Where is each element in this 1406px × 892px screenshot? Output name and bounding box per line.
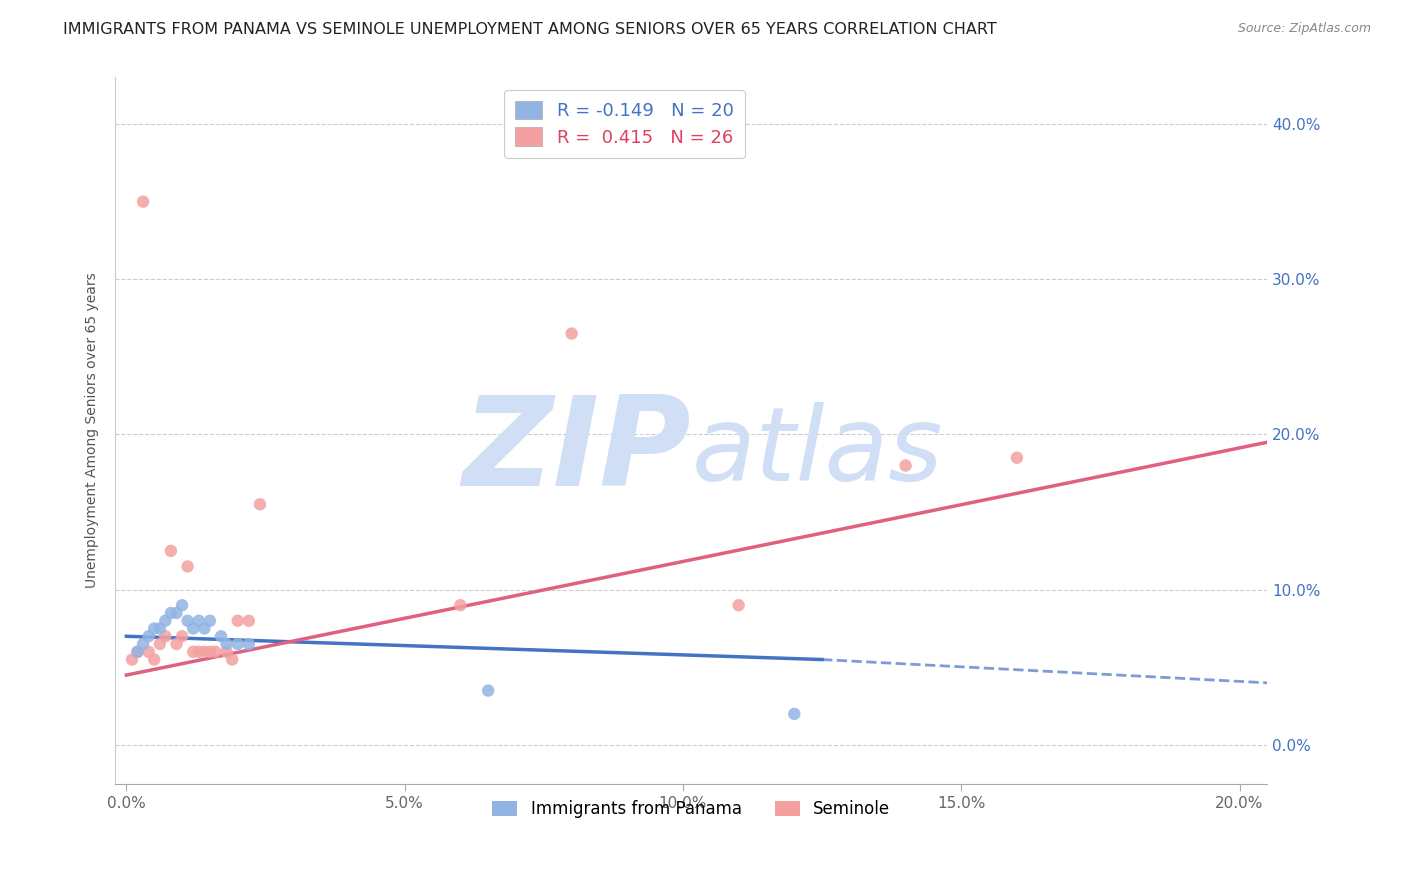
Point [449, 598, 471, 612]
Point [149, 637, 172, 651]
Point [226, 637, 249, 651]
Point [170, 629, 193, 643]
Point [1005, 450, 1028, 465]
Point [176, 559, 198, 574]
Point [238, 637, 260, 651]
Point [727, 598, 749, 612]
Point [198, 614, 221, 628]
Point [166, 637, 188, 651]
Point [215, 645, 238, 659]
Point [477, 683, 499, 698]
Point [198, 645, 221, 659]
Point [894, 458, 917, 473]
Point [215, 637, 238, 651]
Point [176, 614, 198, 628]
Point [132, 637, 155, 651]
Point [149, 622, 172, 636]
Point [221, 652, 243, 666]
Legend: Immigrants from Panama, Seminole: Immigrants from Panama, Seminole [485, 794, 897, 825]
Point [143, 622, 166, 636]
Point [238, 614, 260, 628]
Point [155, 629, 177, 643]
Point [155, 614, 177, 628]
Point [187, 645, 209, 659]
Point [193, 622, 215, 636]
Point [181, 645, 204, 659]
Point [127, 645, 149, 659]
Point [127, 645, 149, 659]
Point [132, 194, 155, 209]
Text: ZIP: ZIP [463, 392, 692, 512]
Point [783, 706, 806, 721]
Point [187, 614, 209, 628]
Point [249, 497, 271, 511]
Text: IMMIGRANTS FROM PANAMA VS SEMINOLE UNEMPLOYMENT AMONG SENIORS OVER 65 YEARS CORR: IMMIGRANTS FROM PANAMA VS SEMINOLE UNEMP… [63, 22, 997, 37]
Point [181, 622, 204, 636]
Text: Source: ZipAtlas.com: Source: ZipAtlas.com [1237, 22, 1371, 36]
Point [193, 645, 215, 659]
Point [143, 652, 166, 666]
Point [170, 598, 193, 612]
Point [160, 544, 183, 558]
Point [160, 606, 183, 620]
Text: atlas: atlas [692, 401, 943, 502]
Point [561, 326, 583, 341]
Point [138, 629, 160, 643]
Point [138, 645, 160, 659]
Point [121, 652, 143, 666]
Point [209, 629, 232, 643]
Point [166, 606, 188, 620]
Point [226, 614, 249, 628]
Y-axis label: Unemployment Among Seniors over 65 years: Unemployment Among Seniors over 65 years [86, 273, 100, 589]
Point [204, 645, 226, 659]
